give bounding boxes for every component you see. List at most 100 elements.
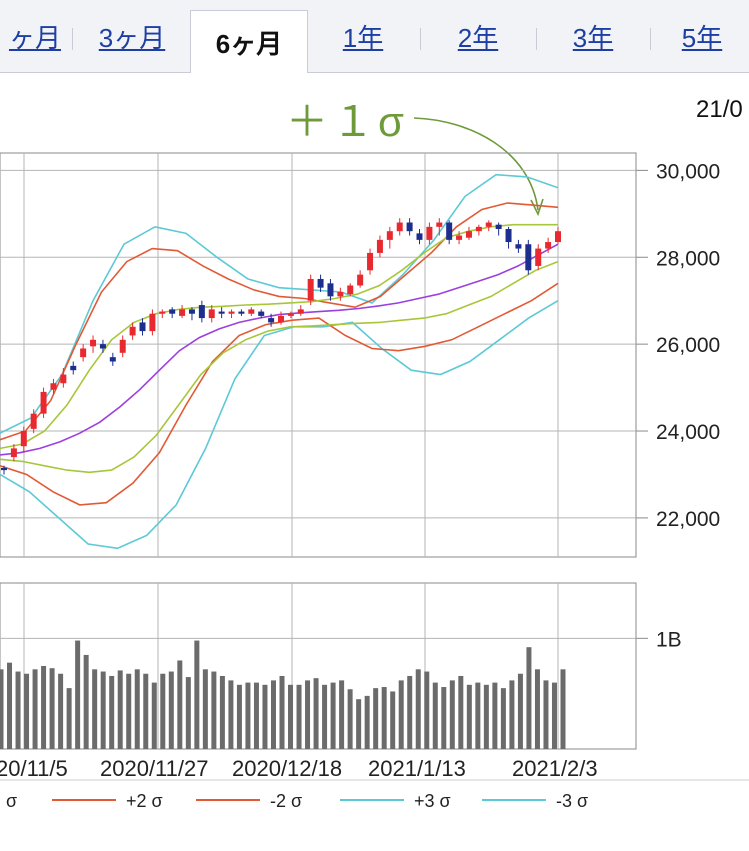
candle-body [347,285,354,295]
candle-body [465,231,472,238]
tab-5-years[interactable]: 5年 [681,22,723,53]
price-tick-label: 26,000 [656,334,720,357]
bollinger-bands [0,173,559,550]
candle-body [327,283,334,297]
volume-bar [381,687,387,749]
candle-body [317,278,324,288]
candle-body [485,222,492,227]
volume-bar [109,675,115,749]
candle-body [337,292,344,297]
candle-body [396,222,403,232]
candle-body [40,391,47,414]
candle-body [248,309,255,314]
tab-separator [420,28,421,50]
candle-body [357,274,364,286]
tab-3-months[interactable]: 3ヶ月 [98,22,166,53]
tab-1-month[interactable]: ヶ月 [8,22,61,53]
candle-body [188,309,195,314]
volume-bar [492,682,498,749]
volume-bar [330,682,336,749]
plus-3-sigma-line [0,173,559,434]
candle-body [50,383,57,390]
candle-body [218,311,225,314]
volume-bar [364,695,370,749]
tab-3-years[interactable]: 3年 [572,22,614,53]
volume-bar [500,688,506,749]
candle-body [238,311,245,314]
legend-label: -3 σ [556,791,588,811]
candle-body [80,348,87,358]
candle-body [169,309,176,314]
volume-bar [517,673,523,749]
candle-body [416,233,423,240]
candle-body [278,315,284,323]
volume-bar [228,680,234,749]
volume-bar [262,684,268,749]
volume-tick-label: 1B [656,628,682,651]
sigma-annotation: ＋１σ [286,98,408,145]
volume-bar [466,684,472,749]
legend-label: +3 σ [414,791,451,811]
candle-body [525,244,532,271]
volume-bar [83,654,89,749]
candle-body [535,248,542,266]
candle-body [179,309,186,316]
price-grid [0,152,637,558]
date-tick-label: 2020/12/18 [232,756,342,781]
volume-bars [0,640,566,749]
annotation-arrow [413,117,539,211]
volume-bar [560,669,566,749]
candle-body [456,235,463,240]
volume-bar [24,673,30,749]
candle-body [268,318,275,323]
volume-bar [100,671,106,749]
volume-bar [160,673,166,749]
volume-bar [543,680,549,749]
candle-body [90,339,97,347]
volume-bar [126,673,132,749]
candle-body [20,431,27,447]
tab-2-years[interactable]: 2年 [457,22,499,53]
candlesticks [1,218,561,475]
volume-bar [483,684,489,749]
tab-6-months[interactable]: 6ヶ月 [190,10,308,73]
volume-bar [398,680,404,749]
candle-body [495,224,502,230]
price-tick-label: 30,000 [656,160,720,183]
volume-axis: 1B [636,628,682,651]
volume-bar [236,684,242,749]
volume-bar [7,662,13,749]
price-plot-frame [0,152,637,558]
volume-bar [202,669,208,749]
candle-body [545,242,552,249]
volume-bar [134,669,140,749]
candle-body [287,313,294,316]
volume-bar [151,682,157,749]
tab-1-year[interactable]: 1年 [342,22,384,53]
candle-body [307,278,314,301]
volume-bar [270,680,276,749]
date-tick-label: 2021/1/13 [368,756,466,781]
candle-body [258,311,265,316]
candle-body [446,222,453,240]
volume-bar [211,671,217,749]
candle-body [129,326,136,336]
period-tabs: ヶ月 3ヶ月 6ヶ月 1年 2年 3年 5年 [0,0,749,73]
candle-body [1,467,7,471]
volume-bar [458,675,464,749]
price-tick-label: 22,000 [656,508,720,531]
tab-separator [650,28,651,50]
minus-1-sigma-line [0,260,559,474]
candle-body [426,226,433,240]
candle-body [109,357,116,362]
volume-bar [117,670,123,749]
candle-body [99,344,106,349]
candle-body [139,322,146,332]
volume-bar [322,684,328,749]
volume-bar [475,682,481,749]
date-tick-label: 20/11/5 [0,756,68,781]
candle-body [10,448,17,458]
candle-body [60,374,67,384]
plus-1-sigma-line [0,223,558,450]
